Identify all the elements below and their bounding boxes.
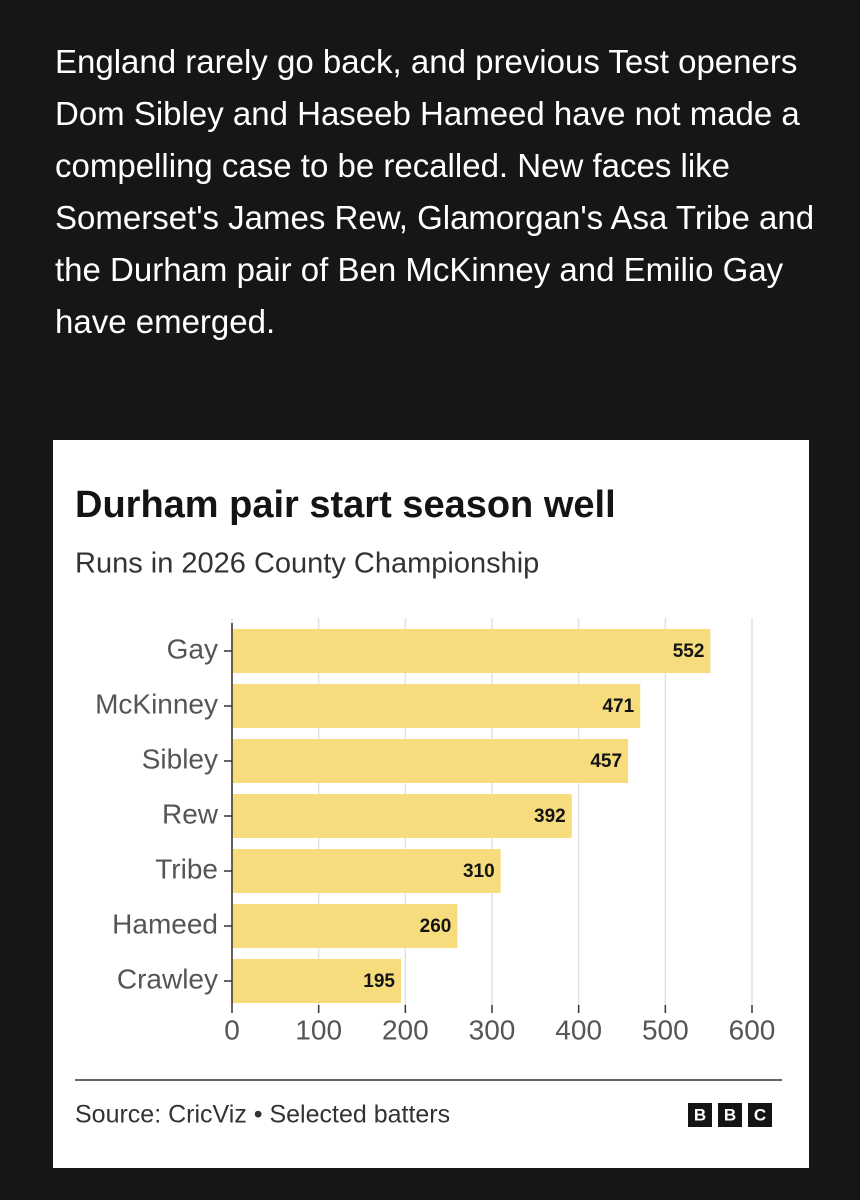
x-tick-label: 600 [729,1014,776,1045]
bar [232,904,458,948]
y-tick-label: Crawley [117,963,218,994]
x-tick-label: 200 [382,1014,429,1045]
source-note: Source: CricViz • Selected batters [75,1101,450,1129]
value-label: 260 [420,916,452,937]
value-label: 392 [534,806,566,827]
article-paragraph: England rarely go back, and previous Tes… [55,43,815,340]
value-label: 457 [590,751,622,772]
value-label: 195 [363,971,395,992]
logo-box [688,1103,712,1127]
chart-subtitle: Runs in 2026 County Championship [75,548,539,580]
bar [232,794,572,838]
value-label: 552 [673,641,705,662]
bar [232,959,401,1003]
bar [232,849,501,893]
y-tick-label: McKinney [95,688,218,719]
x-tick-label: 0 [224,1014,240,1045]
y-tick-label: Sibley [142,743,218,774]
logo-letter: B [694,1105,706,1124]
x-tick-label: 400 [555,1014,602,1045]
x-tick-label: 300 [469,1014,516,1045]
y-tick-label: Tribe [155,853,218,884]
logo-box [718,1103,742,1127]
x-tick-label: 100 [295,1014,342,1045]
bar [232,629,711,673]
bar [232,684,641,728]
y-tick-label: Hameed [112,908,218,939]
chart-title: Durham pair start season well [75,484,616,526]
bar [232,739,629,783]
value-label: 471 [602,696,634,717]
logo-box [748,1103,772,1127]
logo-letter: C [754,1105,766,1124]
y-tick-label: Rew [162,798,219,829]
chart: Durham pair start season well Runs in 20… [53,440,809,1168]
y-tick-label: Gay [167,633,218,664]
value-label: 310 [463,861,495,882]
logo-letter: B [724,1105,736,1124]
x-tick-label: 500 [642,1014,689,1045]
